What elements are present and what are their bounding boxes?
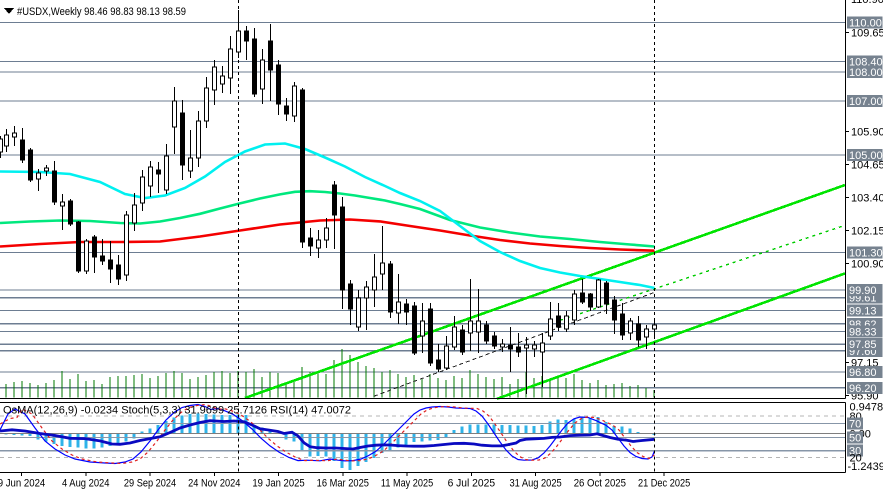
svg-text:9 Jun 2024: 9 Jun 2024 — [0, 478, 45, 490]
svg-text:99.90: 99.90 — [849, 285, 877, 297]
svg-text:105.00: 105.00 — [849, 150, 883, 162]
svg-text:110.00: 110.00 — [849, 18, 882, 30]
svg-text:-1.2439: -1.2439 — [848, 461, 883, 473]
svg-text:29 Sep 2024: 29 Sep 2024 — [124, 478, 176, 490]
svg-text:108.00: 108.00 — [849, 67, 883, 79]
svg-text:16 Mar 2025: 16 Mar 2025 — [317, 478, 369, 490]
svg-text:100.90: 100.90 — [851, 259, 883, 271]
svg-text:99.13: 99.13 — [849, 305, 877, 317]
svg-text:103.40: 103.40 — [851, 193, 883, 205]
svg-text:OsMA(12,26,9) -0.0234 Stoch(5: OsMA(12,26,9) -0.0234 Stoch(5,3,3) 31.96… — [3, 405, 351, 417]
svg-text:21 Dec 2025: 21 Dec 2025 — [638, 478, 690, 490]
svg-text:6 Jul 2025: 6 Jul 2025 — [448, 478, 496, 490]
svg-text:31 Aug 2025: 31 Aug 2025 — [509, 478, 561, 490]
svg-text:96.80: 96.80 — [849, 367, 877, 379]
svg-text:4 Aug 2024: 4 Aug 2024 — [62, 478, 110, 490]
svg-text:101.30: 101.30 — [849, 248, 883, 260]
svg-text:107.00: 107.00 — [849, 96, 883, 108]
svg-text:24 Nov 2024: 24 Nov 2024 — [188, 478, 240, 490]
svg-text:105.90: 105.90 — [851, 127, 883, 139]
svg-text:11 May 2025: 11 May 2025 — [381, 478, 433, 490]
svg-text:102.15: 102.15 — [851, 226, 883, 238]
svg-text:96.20: 96.20 — [849, 383, 877, 395]
svg-text:97.85: 97.85 — [849, 339, 877, 351]
svg-text:#USDX,Weekly 98.46 98.83 98.1: #USDX,Weekly 98.46 98.83 98.13 98.59 — [17, 6, 186, 18]
svg-text:19 Jan 2025: 19 Jan 2025 — [252, 478, 304, 490]
svg-text:110.90: 110.90 — [851, 0, 883, 6]
svg-text:70: 70 — [849, 418, 861, 430]
svg-text:50: 50 — [849, 432, 861, 444]
svg-text:26 Oct 2025: 26 Oct 2025 — [574, 478, 626, 490]
svg-text:98.33: 98.33 — [849, 327, 877, 339]
